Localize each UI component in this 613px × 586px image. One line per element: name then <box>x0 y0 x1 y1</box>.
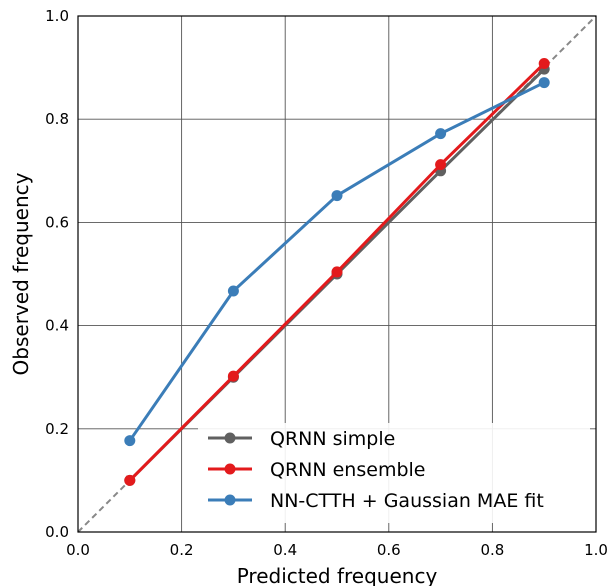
data-point <box>227 285 239 297</box>
y-tick-label: 0.4 <box>45 317 69 335</box>
legend-swatch-marker <box>224 432 236 444</box>
data-point <box>331 266 343 278</box>
y-tick-label: 1.0 <box>45 7 69 25</box>
y-tick-label: 0.0 <box>45 523 69 541</box>
plot-frame <box>77 15 597 533</box>
x-tick-label: 0.8 <box>480 541 504 559</box>
legend-box <box>198 423 590 523</box>
x-tick-label: 0.0 <box>66 541 90 559</box>
legend-label: QRNN ensemble <box>270 459 425 481</box>
y-tick-label: 0.6 <box>45 213 69 231</box>
x-tick-label: 0.2 <box>170 541 194 559</box>
y-tick-labels: 0.0 0.2 0.4 0.6 0.8 1.0 <box>45 7 69 541</box>
y-axis-label: Observed frequency <box>9 172 33 375</box>
data-point <box>538 77 550 89</box>
data-point <box>227 370 239 382</box>
x-axis-label: Predicted frequency <box>237 564 438 586</box>
series-lines <box>124 57 550 486</box>
legend-item: QRNN simple <box>208 428 395 450</box>
y-tick-label: 0.2 <box>45 420 69 438</box>
x-tick-label: 0.4 <box>273 541 297 559</box>
data-point <box>435 128 447 140</box>
legend: QRNN simple QRNN ensemble NN-CTTH + Gaussi… <box>198 423 590 523</box>
x-tick-labels: 0.0 0.2 0.4 0.6 0.8 1.0 <box>66 541 608 559</box>
legend-swatch-marker <box>224 463 236 475</box>
legend-label: QRNN simple <box>270 428 395 450</box>
x-tick-label: 0.6 <box>377 541 401 559</box>
legend-label: NN-CTTH + Gaussian MAE fit <box>270 490 544 512</box>
data-point <box>124 474 136 486</box>
series-line <box>128 81 545 442</box>
data-point <box>331 190 343 202</box>
legend-swatch-marker <box>224 494 236 506</box>
legend-item: QRNN ensemble <box>208 459 425 481</box>
x-tick-label: 1.0 <box>584 541 608 559</box>
legend-item: NN-CTTH + Gaussian MAE fit <box>208 490 544 512</box>
series-2 <box>124 77 550 447</box>
data-point <box>435 159 447 171</box>
series-1 <box>124 57 550 486</box>
data-point <box>538 57 550 69</box>
data-point <box>124 435 136 447</box>
y-tick-label: 0.8 <box>45 110 69 128</box>
